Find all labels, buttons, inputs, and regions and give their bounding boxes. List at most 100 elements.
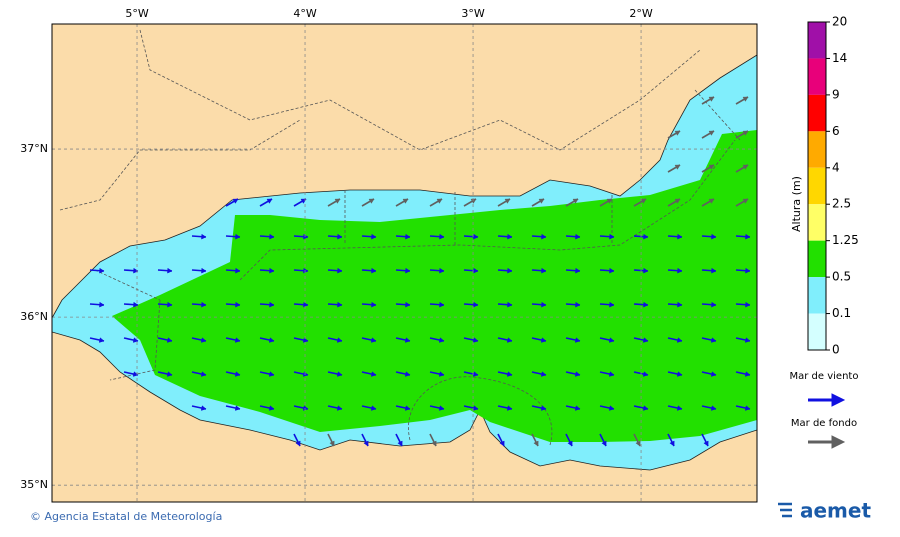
arrow-head (132, 337, 139, 343)
arrow-head (831, 393, 846, 407)
arrow-head (575, 267, 581, 274)
arrow-head (831, 435, 846, 449)
wave-arrow (701, 267, 717, 274)
arrow-head (642, 371, 649, 377)
wave-arrow (395, 233, 411, 240)
wave-arrow (361, 371, 377, 377)
wave-arrow (463, 405, 479, 411)
legend-arrow (808, 393, 846, 407)
arrow-head (507, 267, 513, 274)
x-tick-label: 2°W (629, 7, 652, 20)
wave-arrow (395, 405, 411, 411)
arrow-head (742, 198, 749, 204)
arrow-head (745, 233, 751, 240)
wave-arrow (191, 267, 207, 274)
arrow-head (368, 198, 375, 204)
wave-arrow (429, 267, 445, 274)
wave-arrow (463, 233, 479, 240)
wave-arrow (327, 198, 341, 207)
arrow-head (269, 233, 275, 240)
colorbar-label: 1.25 (832, 233, 859, 247)
wave-arrow (157, 301, 173, 308)
wave-arrow (667, 405, 683, 411)
arrow-head (708, 164, 715, 170)
wave-arrow (463, 267, 479, 274)
wave-arrow (565, 405, 581, 411)
wave-arrow (429, 371, 445, 377)
logo-icon (778, 502, 792, 518)
colorbar-label: 2.5 (832, 197, 851, 211)
wave-arrow (735, 405, 751, 411)
wave-arrow (497, 233, 513, 240)
arrow-head (540, 371, 547, 377)
wave-arrow (701, 433, 709, 447)
arrow-head (472, 337, 479, 343)
wave-arrow (361, 267, 377, 274)
wave-arrow (123, 371, 139, 377)
wave-arrow (701, 164, 715, 173)
arrow-head (402, 198, 409, 204)
arrow-head (703, 440, 709, 447)
arrow-head (676, 405, 683, 411)
wave-arrow (191, 405, 207, 411)
arrow-head (436, 198, 443, 204)
arrow-head (711, 301, 717, 308)
arrow-head (269, 267, 275, 274)
arrow-head (677, 267, 683, 274)
wave-arrow (497, 405, 513, 411)
arrow-head (608, 337, 615, 343)
wave-arrow (429, 233, 445, 240)
wave-arrow (531, 405, 547, 411)
arrow-head (405, 267, 411, 274)
arrow-head (742, 96, 749, 102)
colorbar-segment (808, 22, 826, 59)
arrow-head (609, 233, 615, 240)
arrow-head (201, 301, 207, 308)
wave-arrow (225, 337, 241, 343)
arrow-head (371, 267, 377, 274)
arrow-head (643, 301, 649, 308)
wave-arrow (293, 371, 309, 377)
wave-arrow (701, 198, 715, 207)
wave-arrow (259, 198, 273, 207)
wave-arrow (633, 433, 641, 447)
arrow-head (745, 301, 751, 308)
arrow-head (710, 337, 717, 343)
arrow-head (404, 337, 411, 343)
arrow-head (742, 130, 749, 136)
arrow-head (575, 233, 581, 240)
wave-arrow (395, 371, 411, 377)
arrow-head (642, 337, 649, 343)
arrow-head (439, 301, 445, 308)
arrow-head (370, 371, 377, 377)
wave-arrow (633, 337, 649, 343)
wave-arrow (735, 371, 751, 377)
wave-arrow (225, 267, 241, 274)
arrow-head (334, 198, 341, 204)
arrow-head (574, 405, 581, 411)
arrow-head (268, 337, 275, 343)
wave-arrow (701, 405, 717, 411)
colorbar-title: Altura (m) (790, 176, 803, 232)
wave-arrow (701, 337, 717, 343)
colorbar-label: 9 (832, 87, 840, 101)
arrow-head (133, 301, 139, 308)
arrow-head (608, 371, 615, 377)
arrow-head (538, 198, 545, 204)
arrow-head (266, 198, 273, 204)
arrow-head (499, 440, 505, 447)
arrow-head (336, 337, 343, 343)
wave-arrow (293, 301, 309, 308)
arrow-head (506, 337, 513, 343)
arrow-head (642, 405, 649, 411)
wave-arrow (293, 233, 309, 240)
arrow-head (541, 301, 547, 308)
arrow-head (609, 301, 615, 308)
wave-arrow (395, 433, 403, 447)
arrow-head (609, 267, 615, 274)
wave-arrow (293, 337, 309, 343)
wave-arrow (361, 301, 377, 308)
arrow-head (470, 198, 477, 204)
arrow-head (674, 130, 681, 136)
arrow-head (302, 337, 309, 343)
